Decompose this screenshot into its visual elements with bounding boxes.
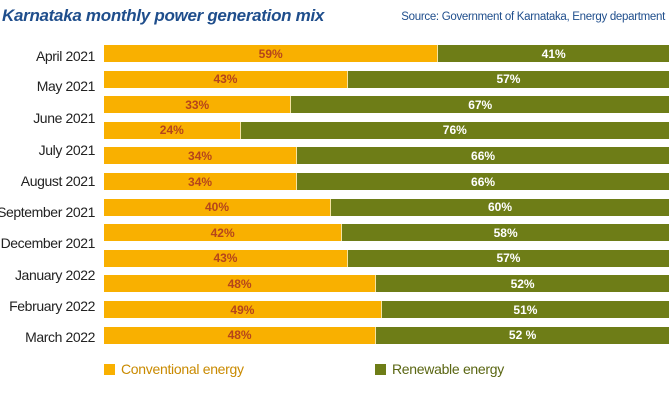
bar-conventional: 34%	[104, 147, 297, 165]
bar-renewable: 41%	[437, 45, 669, 62]
bar-conventional: 34%	[104, 173, 297, 190]
bar-renewable: 57%	[346, 70, 669, 88]
category-label: March 2022	[25, 329, 95, 345]
bar-renewable: 58%	[341, 224, 669, 242]
category-label: June 2021	[33, 110, 95, 126]
bar-renewable: 67%	[290, 96, 669, 114]
bar-renewable: 57%	[346, 249, 669, 267]
legend-swatch-renewable	[375, 363, 386, 375]
bar-renewable: 51%	[380, 301, 669, 318]
chart-source: Source: Government of Karnataka, Energy …	[401, 11, 665, 23]
bar-renewable: 60%	[330, 198, 669, 216]
bar-conventional: 43%	[104, 249, 347, 267]
legend-label-renewable: Renewable energy	[392, 361, 504, 377]
category-label: December 2021	[0, 235, 96, 251]
legend-conventional: Conventional energy	[104, 361, 244, 377]
bar-conventional: 48%	[104, 275, 376, 293]
legend-swatch-conventional	[104, 363, 115, 375]
bar-conventional: 24%	[104, 121, 240, 139]
category-label: August 2021	[20, 173, 96, 189]
bar-conventional: 42%	[104, 224, 342, 242]
category-label: September 2021	[0, 204, 95, 220]
bar-conventional: 33%	[104, 96, 291, 114]
bar-conventional: 49%	[104, 301, 381, 318]
bar-renewable: 52 %	[375, 326, 669, 344]
category-label: July 2021	[38, 142, 96, 158]
bar-conventional: 59%	[104, 45, 438, 62]
bar-renewable: 52%	[375, 275, 669, 293]
bar-conventional: 43%	[104, 70, 347, 88]
bar-renewable: 66%	[296, 147, 669, 165]
bar-renewable: 76%	[239, 121, 669, 139]
bar-renewable: 66%	[296, 173, 669, 190]
category-label: May 2021	[36, 78, 96, 94]
category-label: April 2021	[35, 48, 95, 64]
legend-renewable: Renewable energy	[375, 361, 504, 377]
bar-conventional: 40%	[104, 198, 330, 216]
bar-conventional: 48%	[104, 326, 376, 344]
chart-title: Karnataka monthly power generation mix	[2, 6, 325, 25]
category-label: January 2022	[14, 267, 95, 283]
legend-label-conventional: Conventional energy	[121, 361, 244, 377]
category-label: February 2022	[9, 298, 95, 314]
